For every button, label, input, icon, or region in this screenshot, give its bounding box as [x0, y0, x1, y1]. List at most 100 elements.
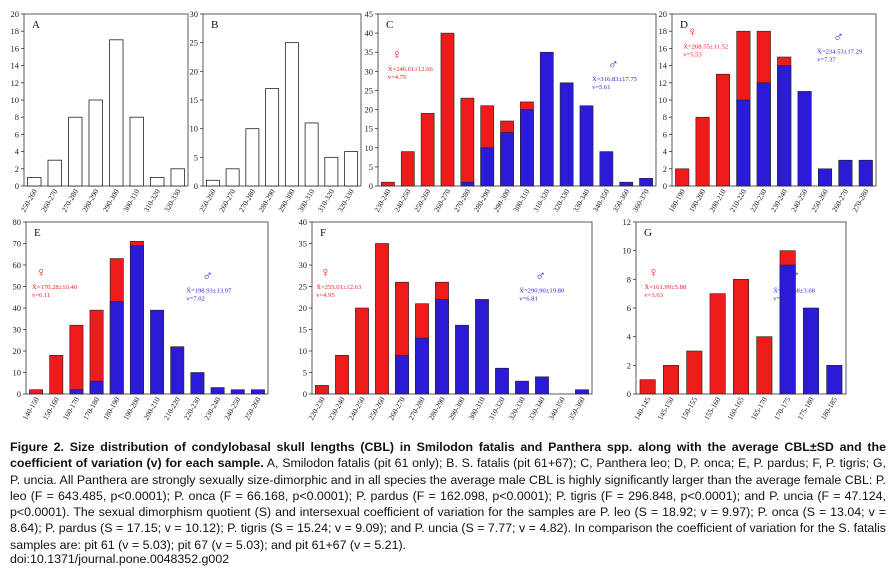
bar-male [190, 372, 205, 395]
x-tick-label: 230-240 [202, 395, 222, 421]
y-tick-label: 0 [194, 181, 198, 191]
y-tick-label: 10 [623, 246, 632, 256]
panel-label: E [34, 227, 41, 239]
male-symbol: ♂ [789, 270, 800, 285]
y-tick-label: 15 [299, 325, 308, 335]
x-tick-label: 200-210 [707, 187, 727, 213]
x-tick-label: 140-145 [632, 395, 652, 421]
y-tick-label: 30 [13, 325, 22, 335]
x-tick-label: 230-240 [769, 187, 789, 213]
bar-female [49, 354, 64, 395]
x-tick-label: 220-230 [748, 187, 768, 213]
x-tick-label: 340-350 [591, 187, 611, 213]
y-tick-label: 20 [11, 9, 20, 19]
x-tick-label: 300-310 [296, 187, 316, 213]
male-mean-text: X̄=290.90±19.80 [519, 287, 565, 294]
panel-label: D [680, 19, 688, 31]
y-tick-label: 12 [659, 78, 668, 88]
x-tick-label: 170-180 [81, 395, 101, 421]
female-cv-text: v=5.53 [683, 51, 702, 58]
caption-body: A, Smilodon fatalis (pit 61 only); B. S.… [10, 456, 886, 552]
bar-female [420, 113, 435, 187]
male-cv-text: v=5.61 [592, 84, 611, 91]
figure-caption: Figure 2. Size distribution of condyloba… [10, 439, 886, 553]
bar-female [715, 73, 731, 187]
y-tick-label: 25 [299, 282, 308, 292]
bar-male [639, 178, 653, 187]
y-tick-label: 20 [365, 105, 374, 115]
male-cv-text: v=7.02 [186, 296, 205, 303]
y-tick-label: 10 [11, 95, 20, 105]
x-tick-label: 155-160 [702, 395, 722, 421]
panel-label: A [32, 19, 40, 31]
male-symbol: ♂ [202, 270, 213, 285]
male-mean-text: X̄=316.83±17.75 [592, 76, 638, 83]
bar-male [129, 245, 144, 395]
y-tick-label: 20 [13, 346, 22, 356]
bar-male [460, 181, 475, 187]
bar [344, 151, 359, 187]
y-tick-label: 16 [11, 43, 20, 53]
x-tick-label: 190-200 [687, 187, 707, 213]
bar-male [779, 264, 796, 395]
y-tick-label: 0 [663, 181, 667, 191]
x-tick-label: 250-260 [809, 187, 829, 213]
bar-female [440, 32, 455, 187]
bar-female [709, 293, 726, 395]
bar-male [500, 132, 514, 187]
bar [47, 159, 62, 187]
y-tick-label: 0 [627, 389, 631, 399]
bar-male [150, 309, 165, 395]
bar-female [375, 243, 389, 395]
x-tick-label: 180-185 [819, 395, 839, 421]
y-tick-label: 16 [659, 43, 668, 53]
y-tick-label: 12 [11, 78, 20, 88]
bar-male [802, 307, 819, 395]
y-tick-label: 4 [663, 147, 668, 157]
x-tick-label: 290-300 [276, 187, 296, 213]
bar [170, 168, 185, 187]
x-tick-label: 320-330 [162, 187, 182, 213]
x-tick-label: 160-170 [61, 395, 81, 421]
y-tick-label: 35 [365, 47, 374, 57]
x-tick-label: 220-230 [182, 395, 202, 421]
bar-male [736, 99, 751, 187]
bar-male [455, 324, 469, 395]
bar-male [599, 151, 614, 187]
y-tick-label: 18 [659, 26, 668, 36]
bar-male [826, 365, 843, 395]
bar-male [109, 301, 124, 395]
y-tick-label: 35 [299, 239, 308, 249]
bar [109, 39, 124, 187]
x-tick-label: 260-270 [39, 187, 59, 213]
panel-label: B [211, 19, 218, 31]
female-symbol: ♀ [687, 25, 698, 40]
y-tick-label: 30 [190, 9, 199, 19]
male-cv-text: v=7.37 [817, 57, 836, 64]
y-tick-label: 50 [13, 282, 22, 292]
bar-male [797, 91, 812, 187]
y-tick-label: 2 [15, 164, 19, 174]
y-tick-label: 40 [299, 217, 308, 227]
y-tick-label: 40 [365, 28, 374, 38]
x-tick-label: 210-220 [728, 187, 748, 213]
bar [284, 42, 299, 187]
x-tick-label: 270-280 [452, 187, 472, 213]
female-symbol: ♀ [320, 266, 331, 281]
male-symbol: ♂ [535, 270, 546, 285]
x-tick-label: 310-320 [486, 395, 506, 421]
bar [27, 176, 42, 187]
female-mean-text: X̄=255.01±12.63 [316, 284, 362, 291]
bar-male [495, 367, 509, 395]
bar-female [662, 365, 679, 395]
x-tick-label: 290-300 [101, 187, 121, 213]
panel-label: C [386, 19, 393, 31]
male-mean-text: X̄=174.58±3.68 [773, 287, 815, 294]
y-tick-label: 5 [303, 368, 307, 378]
bar [88, 99, 103, 187]
y-tick-label: 80 [13, 217, 22, 227]
bar-male [777, 65, 792, 187]
x-tick-label: 250-260 [242, 395, 262, 421]
